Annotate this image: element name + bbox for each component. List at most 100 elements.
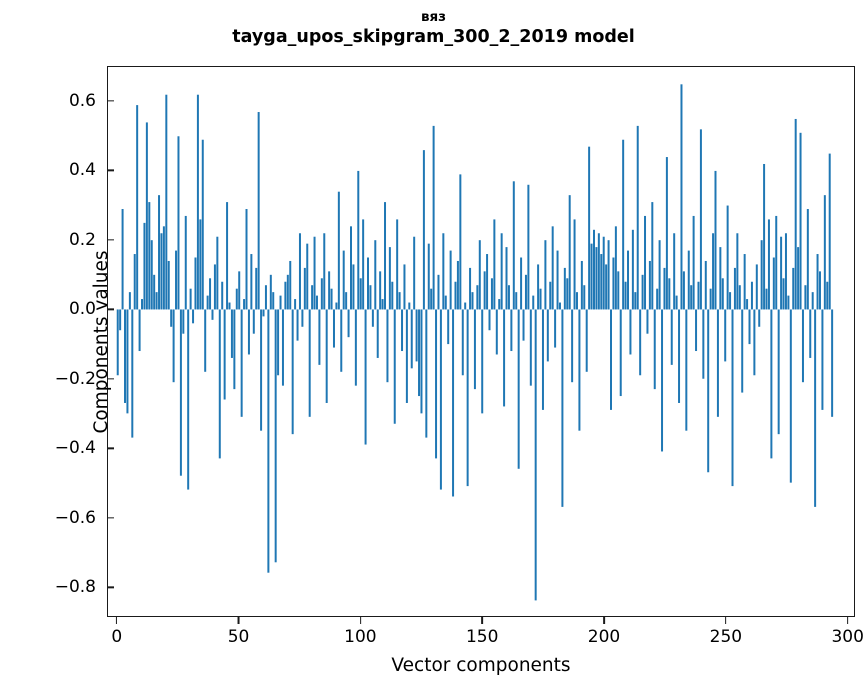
bar [422,150,425,310]
bar [206,295,209,310]
bar [733,267,736,310]
bar [138,309,141,352]
bar [617,271,620,310]
bar [772,257,775,310]
bar [306,243,309,310]
bar [634,292,637,310]
bar [367,257,370,310]
bar [648,260,651,310]
bar [430,288,433,310]
bar [814,309,817,507]
bar [381,299,384,310]
bar [384,202,387,310]
bar [697,281,700,310]
bar [352,264,355,310]
bar [240,309,243,417]
bar [301,309,304,327]
bar-group [116,84,834,601]
bar [374,240,377,310]
y-axis-tick-label: 0.4 [68,160,96,181]
bar [221,281,224,310]
bar [614,226,617,310]
bar [789,309,792,483]
bar [600,254,603,310]
bar [281,309,284,386]
x-axis-tick-mark [481,617,483,624]
bar [673,233,676,310]
bar [128,292,131,310]
bar [644,215,647,310]
bar [155,292,158,310]
bar [364,309,367,445]
bar [823,195,826,310]
bar [442,233,445,310]
bar [804,285,807,310]
bar [196,94,199,310]
bar [678,309,681,403]
bar [289,260,292,310]
bar [296,309,299,341]
bar [230,309,233,358]
bar [738,285,741,310]
bar [512,181,515,310]
bar [799,132,802,310]
bar [583,285,586,310]
bar [595,247,598,310]
bar [639,309,642,376]
x-axis-tick: 150 [466,617,498,647]
bar [345,292,348,310]
bar [714,170,717,310]
bar [750,281,753,310]
x-axis-tick-label: 150 [465,627,499,647]
bar [408,302,411,310]
bar [551,226,554,310]
bar [218,309,221,459]
bar [284,281,287,310]
bar [777,309,780,435]
bar [736,233,739,310]
bar [119,309,122,331]
bar [223,309,226,400]
bar [247,309,250,355]
bar [631,229,634,310]
bar [396,219,399,310]
x-axis-tick: 300 [831,617,864,647]
bar [245,209,248,310]
y-axis-label: Components values [91,249,113,434]
bar [189,288,192,310]
bar [250,254,253,310]
bar [330,288,333,310]
bar [420,309,423,414]
bar [588,146,591,310]
bar [784,233,787,310]
bar [439,309,442,490]
bar [121,209,124,310]
bar [782,278,785,310]
y-axis-tick-label: −0.4 [54,438,96,459]
bar [797,247,800,310]
bar [133,254,136,310]
bar [695,309,698,352]
bar [124,309,127,403]
bar [291,309,294,435]
bar [794,118,797,310]
bar [748,309,751,345]
bar [692,215,695,310]
bar [493,219,496,310]
bar [328,271,331,310]
bar [379,271,382,310]
bar [476,285,479,310]
bar [199,219,202,310]
bar [707,309,710,473]
bar [201,139,204,310]
bar [187,309,190,490]
bar [566,278,569,310]
bar [318,309,321,365]
bar [126,309,129,414]
bar [298,233,301,310]
bar [816,254,819,310]
bar [765,288,768,310]
bar [490,278,493,310]
bar [184,215,187,310]
bar [170,309,173,327]
